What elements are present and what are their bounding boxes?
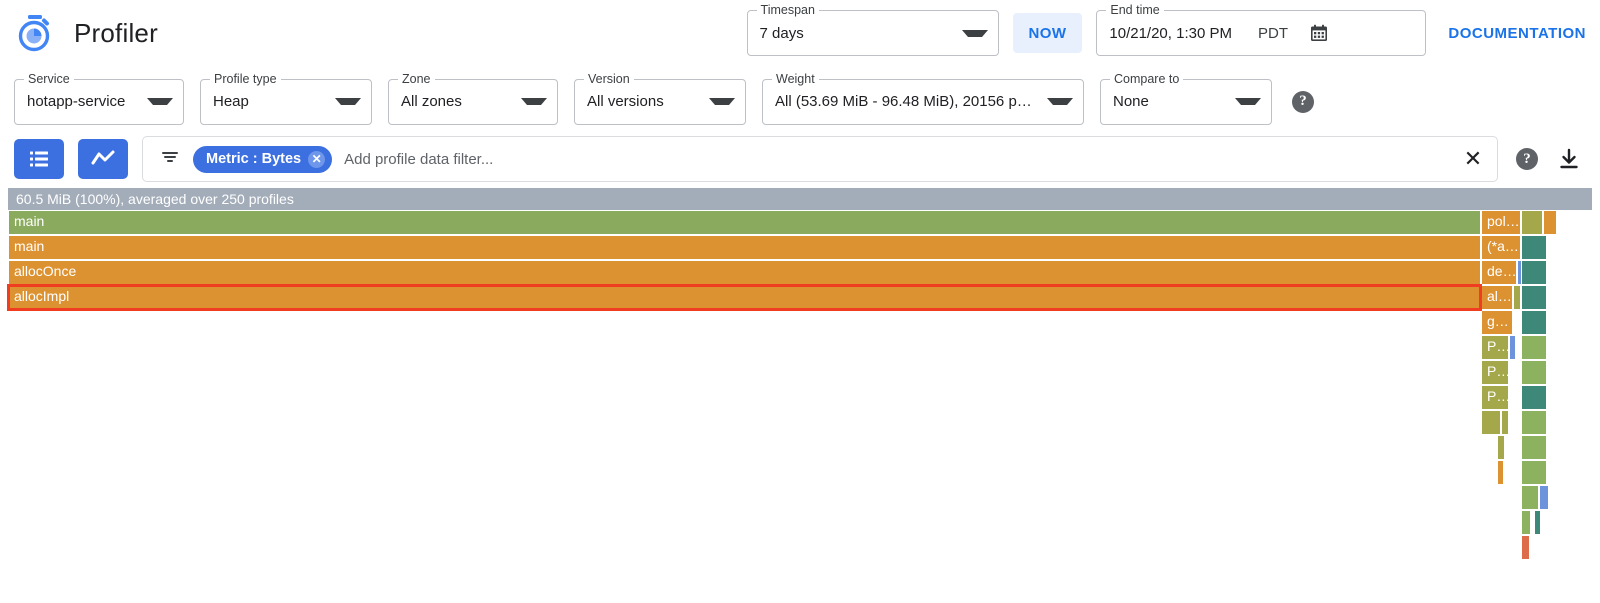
now-button[interactable]: NOW bbox=[1012, 13, 1083, 53]
flame-frame[interactable] bbox=[1501, 410, 1509, 435]
profile-filter-bar[interactable]: Metric : Bytes ✕ Add profile data filter… bbox=[142, 136, 1498, 182]
flame-graph: 60.5 MiB (100%), averaged over 250 profi… bbox=[0, 188, 1600, 603]
zone-label: Zone bbox=[398, 71, 435, 86]
page-title: Profiler bbox=[74, 17, 158, 48]
flame-frame[interactable] bbox=[1521, 210, 1543, 235]
end-time-value: 10/21/20, 1:30 PM bbox=[1109, 24, 1232, 42]
chevron-down-icon bbox=[961, 29, 988, 37]
profile-type-label: Profile type bbox=[210, 71, 281, 86]
flame-frame[interactable]: P… bbox=[1481, 385, 1509, 410]
version-value: All versions bbox=[587, 93, 664, 110]
flame-frame[interactable] bbox=[1521, 485, 1539, 510]
flame-frame[interactable] bbox=[1521, 510, 1531, 535]
timespan-label: Timespan bbox=[756, 3, 819, 17]
zone-select[interactable]: Zone All zones bbox=[388, 71, 558, 125]
flame-frame[interactable] bbox=[1521, 235, 1547, 260]
chevron-down-icon bbox=[335, 98, 361, 105]
filter-bar: Service hotapp-service Profile type Heap… bbox=[0, 66, 1600, 128]
chevron-down-icon bbox=[521, 98, 547, 105]
compare-to-value: None bbox=[1113, 93, 1149, 110]
flame-frame[interactable] bbox=[1521, 335, 1547, 360]
flame-frame[interactable] bbox=[1521, 435, 1547, 460]
flame-frame[interactable]: pol… bbox=[1481, 210, 1521, 235]
profile-type-select[interactable]: Profile type Heap bbox=[200, 71, 372, 125]
chevron-down-icon bbox=[1235, 98, 1261, 105]
download-icon[interactable] bbox=[1552, 142, 1586, 176]
brand: Profiler bbox=[14, 12, 158, 54]
flame-frame[interactable]: main bbox=[8, 235, 1481, 260]
end-time-label: End time bbox=[1106, 3, 1164, 17]
flame-frame[interactable]: de… bbox=[1481, 260, 1517, 285]
flame-frame[interactable]: allocOnce bbox=[8, 260, 1481, 285]
clear-filters-icon[interactable]: ✕ bbox=[1463, 146, 1483, 171]
stopwatch-icon bbox=[14, 12, 56, 54]
flame-frame[interactable]: (*a… bbox=[1481, 235, 1521, 260]
filter-input-placeholder[interactable]: Add profile data filter... bbox=[344, 150, 494, 168]
zone-value: All zones bbox=[401, 93, 462, 110]
flame-frame[interactable] bbox=[1521, 310, 1547, 335]
weight-value: All (53.69 MiB - 96.48 MiB), 20156 p… bbox=[775, 93, 1032, 110]
app-header: Profiler Timespan 7 days NOW End time 10… bbox=[0, 0, 1600, 66]
filter-icon bbox=[159, 146, 181, 173]
compare-to-label: Compare to bbox=[1110, 71, 1184, 86]
flame-frame[interactable] bbox=[1543, 210, 1557, 235]
compare-to-select[interactable]: Compare to None bbox=[1100, 71, 1272, 125]
header-controls: Timespan 7 days NOW End time 10/21/20, 1… bbox=[746, 0, 1586, 66]
version-select[interactable]: Version All versions bbox=[574, 71, 746, 125]
calendar-icon[interactable] bbox=[1302, 16, 1336, 50]
service-value: hotapp-service bbox=[27, 93, 126, 110]
timespan-value: 7 days bbox=[759, 24, 804, 42]
chevron-down-icon bbox=[1047, 98, 1073, 105]
flame-frame[interactable] bbox=[1521, 385, 1547, 410]
flame-frame[interactable] bbox=[1521, 360, 1547, 385]
flame-frame[interactable]: g… bbox=[1481, 310, 1513, 335]
flame-frame[interactable] bbox=[1481, 410, 1501, 435]
chevron-down-icon bbox=[147, 98, 173, 105]
filter-chip-label: Metric : Bytes bbox=[206, 151, 302, 167]
service-select[interactable]: Service hotapp-service bbox=[14, 71, 184, 125]
flame-frame[interactable] bbox=[1521, 535, 1530, 560]
list-view-icon[interactable] bbox=[14, 139, 64, 179]
flame-graph-summary: 60.5 MiB (100%), averaged over 250 profi… bbox=[8, 188, 1592, 210]
flame-frame[interactable]: allocImpl bbox=[7, 284, 1482, 311]
flame-frame[interactable] bbox=[1521, 285, 1547, 310]
flame-frame[interactable] bbox=[1513, 285, 1521, 310]
flame-frame[interactable] bbox=[1509, 335, 1516, 360]
profile-type-value: Heap bbox=[213, 93, 249, 110]
end-time-field[interactable]: End time 10/21/20, 1:30 PM PDT bbox=[1096, 3, 1427, 56]
flame-frame[interactable] bbox=[1521, 460, 1547, 485]
weight-select[interactable]: Weight All (53.69 MiB - 96.48 MiB), 2015… bbox=[762, 71, 1084, 125]
flame-frame[interactable] bbox=[1497, 460, 1504, 485]
flame-frame[interactable] bbox=[1521, 410, 1547, 435]
view-toolbar: Metric : Bytes ✕ Add profile data filter… bbox=[0, 128, 1600, 184]
line-chart-icon[interactable] bbox=[78, 139, 128, 179]
flame-frame[interactable] bbox=[1534, 510, 1541, 535]
timespan-select[interactable]: Timespan 7 days bbox=[746, 3, 999, 56]
close-icon[interactable]: ✕ bbox=[308, 150, 326, 168]
flame-frame[interactable]: P… bbox=[1481, 360, 1509, 385]
help-icon[interactable]: ? bbox=[1516, 148, 1538, 170]
documentation-link[interactable]: DOCUMENTATION bbox=[1448, 24, 1586, 42]
help-icon[interactable]: ? bbox=[1292, 90, 1314, 113]
flame-frame[interactable] bbox=[1521, 260, 1547, 285]
flame-frame[interactable]: P… bbox=[1481, 335, 1509, 360]
flame-frame[interactable]: main bbox=[8, 210, 1481, 235]
filter-chip-metric[interactable]: Metric : Bytes ✕ bbox=[193, 145, 333, 173]
weight-label: Weight bbox=[772, 71, 819, 86]
version-label: Version bbox=[584, 71, 634, 86]
timezone-label: PDT bbox=[1257, 24, 1288, 42]
chevron-down-icon bbox=[709, 98, 735, 105]
flame-frame[interactable]: al… bbox=[1481, 285, 1513, 310]
flame-frame[interactable] bbox=[1497, 435, 1505, 460]
service-label: Service bbox=[24, 71, 74, 86]
flame-frame[interactable] bbox=[1539, 485, 1549, 510]
